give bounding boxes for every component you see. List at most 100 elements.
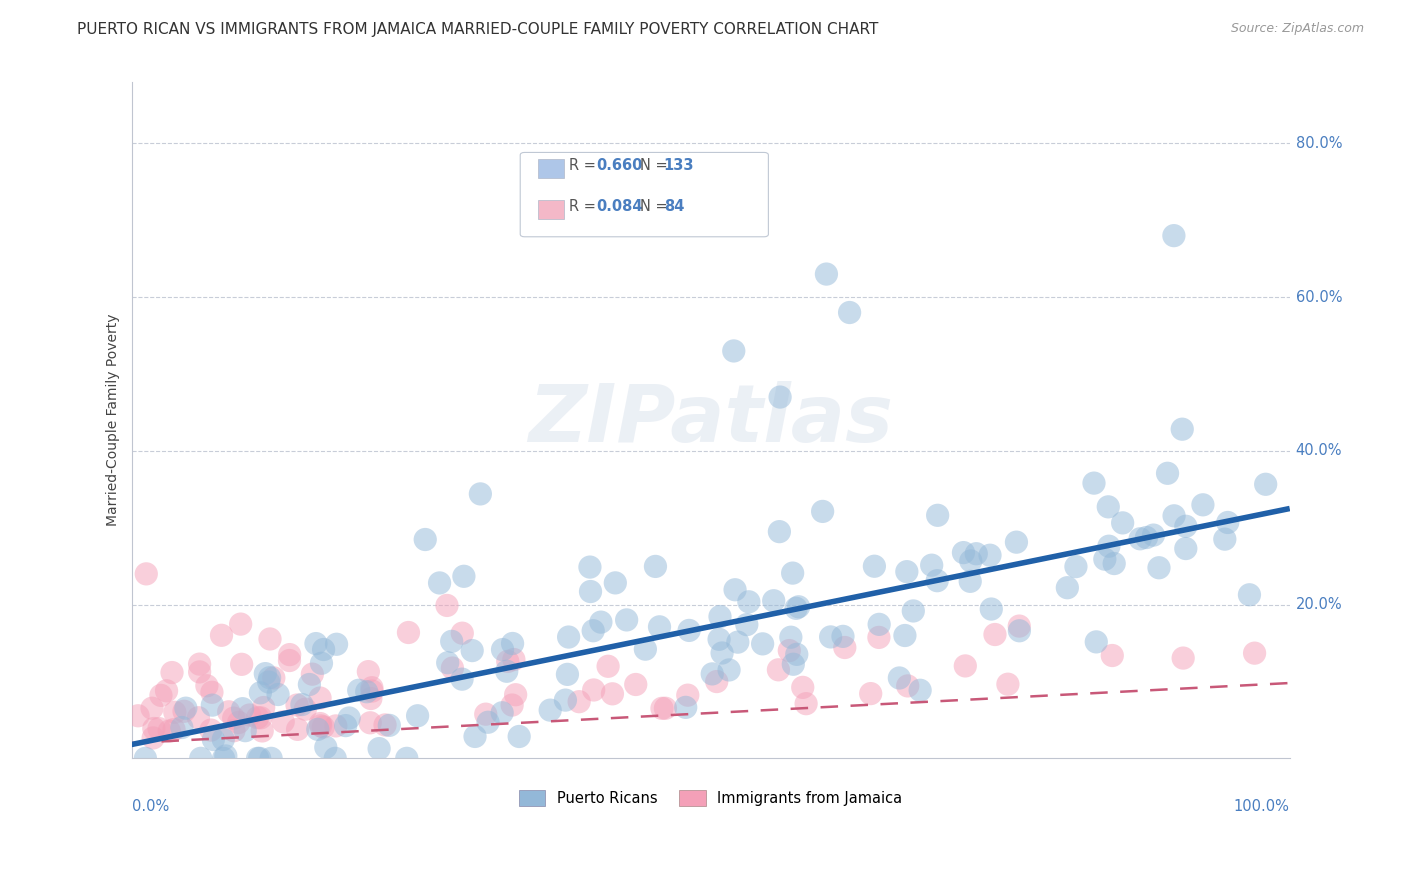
Point <box>271 714 294 729</box>
Point <box>360 691 382 706</box>
Point <box>724 582 747 597</box>
Point <box>464 730 486 744</box>
Point <box>820 630 842 644</box>
Point <box>315 740 337 755</box>
Point <box>952 546 974 560</box>
Text: 0.084: 0.084 <box>596 200 643 214</box>
Point <box>160 665 183 680</box>
Point <box>215 748 238 763</box>
Point <box>634 642 657 657</box>
Point <box>768 663 790 677</box>
Point <box>959 554 981 568</box>
Point <box>832 629 855 643</box>
Text: R =: R = <box>569 158 600 173</box>
Point <box>675 700 697 714</box>
Point <box>768 524 790 539</box>
Point <box>157 724 180 739</box>
Point <box>307 723 329 737</box>
Point <box>1174 541 1197 556</box>
Point <box>711 646 734 660</box>
Point <box>984 627 1007 641</box>
Point <box>538 703 561 717</box>
Point <box>257 675 280 690</box>
Point <box>965 547 987 561</box>
Point <box>1239 588 1261 602</box>
Point <box>579 560 602 574</box>
Point <box>451 626 474 640</box>
Point <box>794 697 817 711</box>
Point <box>568 695 591 709</box>
Point <box>148 722 170 736</box>
Point <box>997 677 1019 691</box>
Point <box>491 706 513 720</box>
Point <box>557 630 579 644</box>
Point <box>441 661 464 675</box>
Point <box>751 637 773 651</box>
Point <box>676 688 699 702</box>
Point <box>1101 648 1123 663</box>
Point <box>453 569 475 583</box>
Point <box>337 711 360 725</box>
Point <box>163 706 186 720</box>
Point <box>190 751 212 765</box>
Point <box>461 643 484 657</box>
Point <box>834 640 856 655</box>
Point <box>707 632 730 647</box>
Point <box>254 666 277 681</box>
Point <box>651 701 673 715</box>
Point <box>477 715 499 730</box>
Point <box>250 723 273 738</box>
Point <box>149 689 172 703</box>
Point <box>1085 635 1108 649</box>
Point <box>260 751 283 765</box>
Point <box>1171 422 1194 436</box>
Point <box>1083 476 1105 491</box>
Point <box>395 751 418 765</box>
Point <box>1135 531 1157 545</box>
Point <box>723 343 745 358</box>
Point <box>927 508 949 523</box>
Point <box>378 718 401 732</box>
Point <box>163 723 186 737</box>
Point <box>605 575 627 590</box>
Point <box>263 671 285 685</box>
Y-axis label: Married-Couple Family Poverty: Married-Couple Family Poverty <box>107 314 121 526</box>
Point <box>927 574 949 588</box>
Point <box>792 681 814 695</box>
Point <box>616 613 638 627</box>
Text: 80.0%: 80.0% <box>1295 136 1341 151</box>
Point <box>436 599 458 613</box>
Point <box>838 305 860 319</box>
Point <box>285 698 308 712</box>
Text: 0.0%: 0.0% <box>132 799 169 814</box>
Point <box>361 681 384 695</box>
Point <box>170 721 193 735</box>
Point <box>709 609 731 624</box>
Point <box>1098 539 1121 553</box>
Point <box>896 565 918 579</box>
Point <box>1008 624 1031 638</box>
Point <box>579 584 602 599</box>
Point <box>1064 559 1087 574</box>
Point <box>496 655 519 669</box>
Point <box>127 708 149 723</box>
Point <box>1243 646 1265 660</box>
Point <box>980 602 1002 616</box>
Point <box>155 683 177 698</box>
Point <box>554 693 576 707</box>
Point <box>1213 532 1236 546</box>
Point <box>347 683 370 698</box>
Point <box>298 677 321 691</box>
Point <box>868 617 890 632</box>
Point <box>188 665 211 679</box>
Point <box>889 671 911 685</box>
Point <box>259 632 281 646</box>
Point <box>470 487 492 501</box>
Point <box>786 648 808 662</box>
Point <box>201 698 224 712</box>
Point <box>598 659 620 673</box>
Text: 133: 133 <box>664 158 695 173</box>
Text: Source: ZipAtlas.com: Source: ZipAtlas.com <box>1230 22 1364 36</box>
Point <box>782 657 804 672</box>
Point <box>356 684 378 698</box>
